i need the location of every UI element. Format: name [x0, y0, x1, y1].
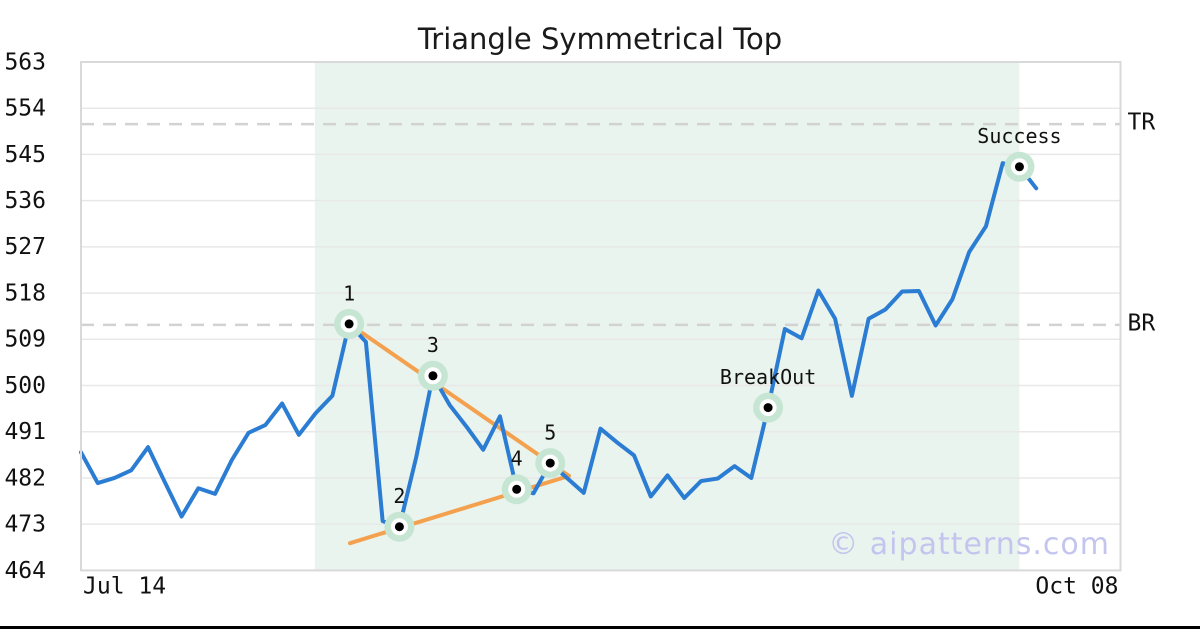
y-tick-label: 536: [4, 188, 46, 214]
footer-rule: [0, 626, 1200, 629]
y-tick-label: 482: [4, 465, 46, 491]
level-label-tr: TR: [1128, 109, 1156, 135]
trendline-upper: [347, 321, 571, 478]
point-5-marker-dot: [545, 458, 555, 468]
point-5-label: 5: [544, 420, 556, 444]
plot-border: [80, 61, 1122, 572]
level-label-br: BR: [1128, 310, 1156, 336]
x-tick-label-end: Oct 08: [1035, 573, 1118, 599]
watermark: © aipatterns.com: [828, 527, 1110, 562]
x-tick-label-start: Jul 14: [83, 573, 166, 599]
point-1-marker-dot: [344, 319, 354, 329]
point-3-label: 3: [427, 333, 439, 357]
breakout-marker-dot: [763, 403, 773, 413]
point-2-marker-dot: [394, 522, 404, 532]
point-4-label: 4: [511, 447, 523, 471]
y-tick-label: 500: [4, 373, 46, 399]
success-label: Success: [977, 124, 1061, 148]
y-tick-label: 527: [4, 234, 46, 260]
breakout-label: BreakOut: [720, 365, 816, 389]
y-tick-label: 491: [4, 419, 46, 445]
y-tick-label: 518: [4, 280, 46, 306]
y-tick-label: 464: [4, 558, 46, 584]
success-marker-dot: [1014, 162, 1024, 172]
chart-title: Triangle Symmetrical Top: [417, 22, 783, 56]
pattern-region: [314, 62, 1020, 571]
y-tick-label: 509: [4, 327, 46, 353]
y-tick-label: 554: [4, 96, 46, 122]
point-3-marker-dot: [428, 371, 438, 381]
point-4-marker-dot: [512, 484, 522, 494]
point-2-label: 2: [393, 484, 405, 508]
y-tick-label: 545: [4, 142, 46, 168]
y-tick-label: 563: [4, 49, 46, 75]
point-1-label: 1: [343, 281, 355, 305]
y-tick-label: 473: [4, 512, 46, 538]
